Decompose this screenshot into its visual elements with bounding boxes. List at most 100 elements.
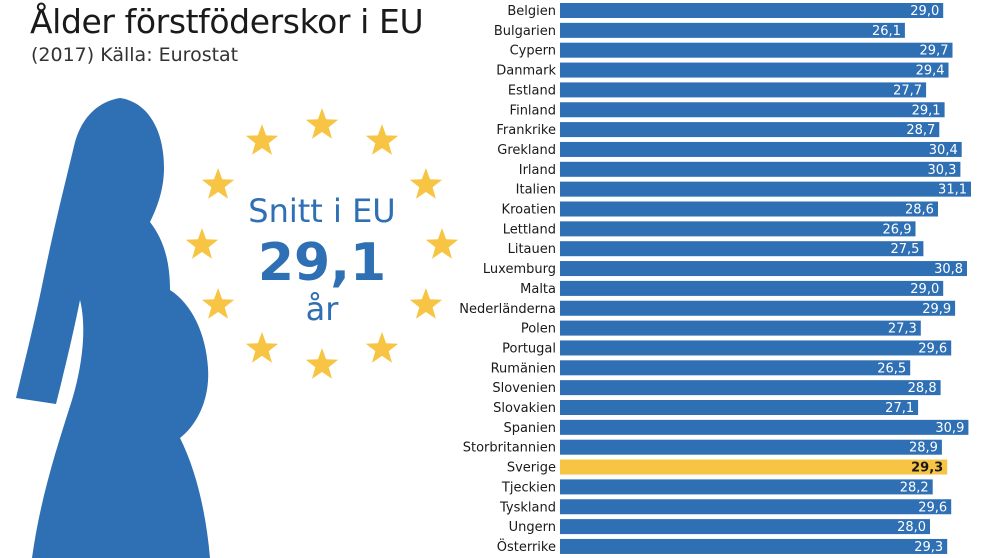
value-label: 28,2: [900, 480, 929, 495]
category-label: Bulgarien: [494, 24, 556, 39]
category-label: Polen: [521, 322, 556, 337]
category-label: Tyskland: [499, 500, 556, 515]
bar-ungern: [560, 519, 930, 535]
category-label: Irland: [519, 163, 556, 178]
eu-stars-ring: [185, 108, 459, 379]
category-label: Portugal: [502, 341, 556, 356]
value-label: 28,6: [905, 203, 934, 218]
star-icon: [409, 288, 443, 319]
category-label: Estland: [508, 83, 556, 98]
bar-belgien: [560, 3, 944, 18]
bar-luxemburg: [560, 261, 967, 277]
star-icon: [305, 108, 339, 139]
category-label: Tjeckien: [501, 480, 556, 495]
star-icon: [245, 124, 279, 155]
value-label: 29,3: [911, 461, 943, 476]
value-label: 31,1: [938, 183, 967, 198]
bar-slovenien: [560, 380, 941, 396]
category-label: Grekland: [497, 143, 556, 158]
value-label: 29,3: [914, 540, 943, 555]
bar-storbritannien: [560, 439, 942, 455]
bar-malta: [560, 280, 944, 296]
bar-slovakien: [560, 400, 919, 415]
value-label: 30,4: [929, 143, 958, 158]
category-label: Österrike: [497, 538, 556, 555]
chart-subtitle: (2017) Källa: Eurostat: [31, 44, 239, 66]
value-label: 26,1: [872, 24, 901, 39]
value-label: 28,8: [908, 381, 937, 396]
star-icon: [425, 228, 459, 259]
value-label: 29,0: [910, 282, 939, 297]
value-label: 29,1: [912, 103, 941, 118]
value-label: 27,1: [885, 401, 914, 416]
bar-kroatien: [560, 201, 938, 217]
category-label: Rumänien: [491, 361, 556, 376]
star-icon: [245, 331, 279, 363]
value-label: 29,6: [918, 500, 947, 515]
value-label: 27,5: [890, 242, 919, 257]
star-icon: [365, 331, 399, 363]
category-label: Cypern: [510, 44, 556, 59]
category-label: Nederländerna: [459, 302, 556, 317]
star-icon: [365, 124, 399, 155]
star-icon: [201, 288, 235, 319]
value-label: 29,0: [910, 4, 939, 19]
value-label: 27,7: [893, 83, 922, 98]
bar-portugal: [560, 340, 952, 356]
category-label: Luxemburg: [483, 262, 556, 277]
value-label: 28,9: [909, 441, 938, 456]
category-label: Slovakien: [493, 401, 556, 416]
value-label: 29,6: [918, 341, 947, 356]
bar-danmark: [560, 62, 949, 78]
bar-frankrike: [560, 122, 940, 138]
bar-litauen: [560, 241, 924, 257]
bar-finland: [560, 102, 945, 118]
bar-nederländerna: [560, 300, 956, 316]
bar-tyskland: [560, 499, 952, 515]
bar-sverige: [560, 459, 948, 475]
category-label: Lettland: [503, 222, 556, 237]
value-label: 29,9: [922, 302, 951, 317]
value-label: 28,7: [906, 123, 935, 138]
value-label: 26,5: [877, 361, 906, 376]
category-label: Finland: [510, 103, 556, 118]
value-label: 26,9: [883, 222, 912, 237]
value-label: 29,4: [916, 64, 945, 79]
value-label: 28,0: [897, 520, 926, 535]
category-label: Spanien: [503, 421, 556, 436]
star-icon: [305, 348, 339, 379]
bar-cypern: [560, 42, 953, 58]
value-label: 30,8: [934, 262, 963, 277]
value-label: 30,3: [927, 163, 956, 178]
bar-polen: [560, 320, 921, 336]
star-icon: [185, 228, 219, 259]
bar-tjeckien: [560, 479, 933, 495]
bar-österrike: [560, 538, 948, 554]
bar-estland: [560, 82, 927, 98]
average-value: 29,1: [258, 233, 386, 293]
category-label: Slovenien: [492, 381, 556, 396]
bar-rumänien: [560, 360, 911, 376]
value-label: 29,7: [920, 44, 949, 59]
star-icon: [409, 168, 443, 199]
category-label: Malta: [520, 282, 556, 297]
category-label: Storbritannien: [463, 441, 556, 456]
bar-italien: [560, 181, 971, 197]
chart-title: Ålder förstföderskor i EU: [30, 2, 424, 41]
average-label: Snitt i EU: [248, 192, 395, 230]
category-label: Belgien: [507, 4, 556, 19]
bar-lettland: [560, 221, 916, 237]
category-label: Litauen: [508, 242, 556, 257]
bar-irland: [560, 161, 961, 177]
category-label: Kroatien: [502, 203, 556, 218]
value-label: 30,9: [935, 421, 964, 436]
category-label: Frankrike: [496, 123, 556, 138]
eu-average-illustration: Snitt i EU 29,1 år: [16, 98, 459, 558]
average-unit: år: [306, 290, 340, 328]
star-icon: [201, 168, 235, 199]
pregnant-woman-silhouette-icon: [16, 98, 210, 558]
category-label: Italien: [516, 183, 556, 198]
category-label: Ungern: [509, 520, 556, 535]
value-label: 27,3: [888, 322, 917, 337]
